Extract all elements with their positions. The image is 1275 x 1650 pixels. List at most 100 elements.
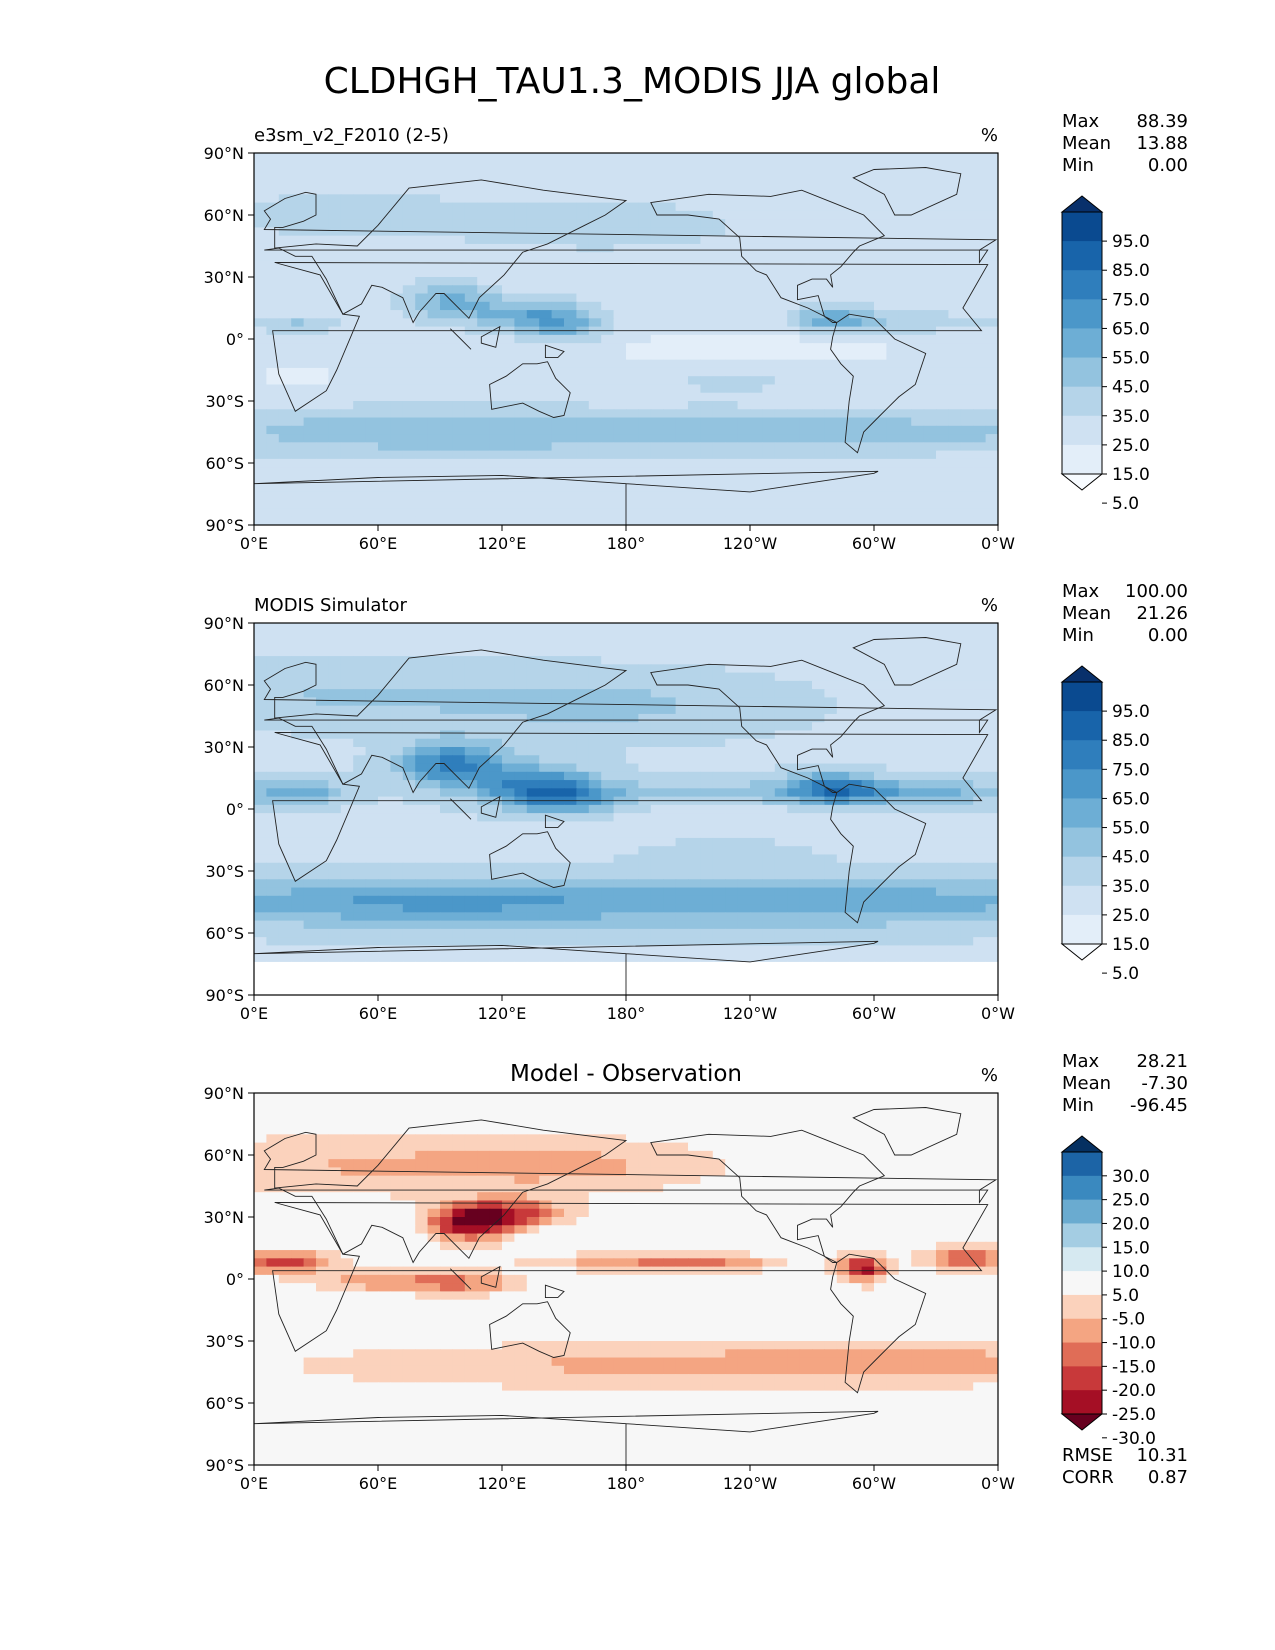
heatmap-cell — [700, 508, 714, 518]
heatmap-cell — [650, 450, 664, 460]
heatmap-cell — [861, 697, 875, 707]
heatmap-cell — [638, 879, 652, 889]
heatmap-cell — [378, 475, 391, 485]
heatmap-cell — [254, 425, 267, 435]
heatmap-cell — [762, 879, 776, 889]
heatmap-cell — [712, 887, 726, 897]
heatmap-cell — [576, 747, 590, 756]
heatmap-cell — [824, 491, 838, 501]
heatmap-cell — [402, 425, 416, 435]
heatmap-cell — [675, 161, 689, 171]
heatmap-cell — [737, 920, 751, 930]
heatmap-cell — [477, 631, 491, 641]
heatmap-cell — [638, 804, 652, 814]
heatmap-cell — [390, 153, 404, 162]
heatmap-cell — [799, 376, 813, 386]
heatmap-cell — [291, 475, 305, 485]
heatmap-cell — [948, 771, 962, 781]
heatmap-cell — [886, 467, 900, 476]
heatmap-cell — [650, 392, 664, 402]
heatmap-cell — [278, 920, 292, 930]
heatmap-cell — [774, 392, 788, 402]
heatmap-cell — [452, 343, 466, 352]
heatmap-cell — [650, 846, 664, 856]
heatmap-cell — [911, 161, 925, 171]
heatmap-cell — [675, 829, 689, 839]
heatmap-cell — [898, 904, 912, 913]
heatmap-cell — [564, 467, 577, 476]
heatmap-cell — [663, 293, 677, 303]
heatmap-cell — [303, 672, 317, 682]
heatmap-cell — [849, 771, 863, 781]
heatmap-cell — [861, 631, 875, 641]
heatmap-cell — [613, 920, 627, 930]
heatmap-cell — [948, 202, 962, 212]
heatmap-cell — [601, 367, 615, 377]
heatmap-cell — [737, 277, 751, 286]
heatmap-cell — [787, 722, 801, 732]
heatmap-cell — [985, 755, 998, 765]
heatmap-cell — [750, 475, 763, 485]
heatmap-cell — [812, 871, 825, 880]
heatmap-cell — [650, 475, 664, 485]
heatmap-cell — [526, 846, 540, 856]
heatmap-cell — [626, 730, 639, 740]
heatmap-cell — [328, 813, 342, 822]
heatmap-cell — [886, 854, 900, 864]
heatmap-cell — [365, 483, 379, 493]
heatmap-cell — [799, 829, 813, 839]
heatmap-cell — [824, 194, 838, 204]
heatmap-cell — [316, 788, 329, 798]
heatmap-cell — [787, 202, 801, 212]
heatmap-cell — [787, 450, 801, 460]
heatmap-cell — [539, 771, 553, 781]
heatmap-cell — [948, 491, 962, 501]
heatmap-cell — [254, 475, 267, 485]
heatmap-cell — [737, 656, 751, 665]
heatmap-cell — [514, 243, 528, 253]
heatmap-cell — [936, 285, 949, 295]
heatmap-cell — [737, 713, 751, 723]
heatmap-cell — [638, 293, 652, 303]
heatmap-cell — [477, 442, 491, 452]
heatmap-cell — [886, 780, 900, 789]
heatmap-cell — [576, 285, 590, 295]
heatmap-cell — [663, 631, 677, 641]
heatmap-cell — [787, 483, 801, 493]
heatmap-cell — [588, 202, 602, 212]
heatmap-cell — [402, 202, 416, 212]
heatmap-cell — [601, 879, 615, 889]
heatmap-cell — [378, 491, 391, 501]
heatmap-cell — [601, 780, 615, 789]
heatmap-cell — [675, 359, 689, 369]
heatmap-cell — [725, 367, 739, 377]
heatmap-cell — [353, 434, 367, 443]
heatmap-cell — [303, 647, 317, 657]
heatmap-cell — [985, 912, 998, 922]
heatmap-cell — [725, 879, 739, 889]
heatmap-cell — [663, 846, 677, 856]
heatmap-cell — [365, 194, 379, 204]
heatmap-cell — [551, 467, 565, 476]
heatmap-cell — [452, 409, 466, 419]
heatmap-cell — [960, 821, 974, 831]
heatmap-cell — [948, 467, 962, 476]
heatmap-cell — [353, 202, 367, 212]
heatmap-cell — [576, 293, 590, 303]
heatmap-cell — [762, 450, 776, 460]
heatmap-cell — [663, 656, 677, 665]
heatmap-cell — [254, 334, 267, 344]
heatmap-cell — [588, 285, 602, 295]
heatmap-cell — [564, 359, 577, 369]
heatmap-cell — [663, 738, 677, 748]
heatmap-cell — [973, 219, 987, 228]
heatmap-cell — [836, 351, 850, 361]
heatmap-cell — [712, 804, 726, 814]
heatmap-cell — [898, 425, 912, 435]
heatmap-cell — [936, 879, 949, 889]
heatmap-cell — [973, 367, 987, 377]
heatmap-cell — [700, 442, 714, 452]
heatmap-cell — [799, 318, 813, 328]
heatmap-cell — [973, 235, 987, 245]
colorbar-tick-label: 15.0 — [1112, 465, 1150, 485]
